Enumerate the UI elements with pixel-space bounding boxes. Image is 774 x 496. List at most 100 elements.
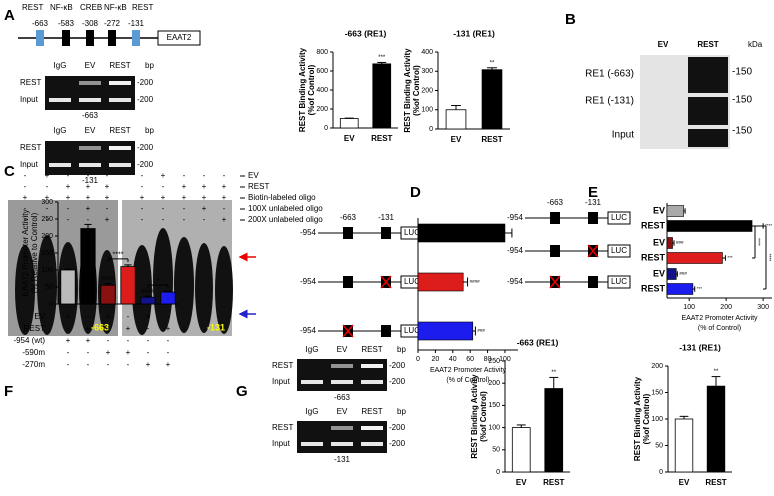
lane-label: EV (85, 126, 96, 135)
size-marker: -200 (389, 377, 406, 386)
site-position: -583 (58, 19, 75, 28)
lane-label: IgG (54, 61, 67, 70)
y-tick-label: 100 (41, 267, 53, 274)
row-label: 200X unlabeled oligo (248, 215, 323, 224)
row-label: -590m (22, 348, 45, 357)
lane-label: IgG (306, 345, 319, 354)
panel-label: D (410, 184, 421, 201)
gel-band (361, 364, 383, 368)
sign: - (141, 204, 144, 213)
gel-band (79, 81, 101, 85)
gel-band (79, 163, 101, 167)
unit-label: bp (397, 345, 406, 354)
unit-label: kDa (748, 40, 763, 49)
unit-label: bp (397, 407, 406, 416)
reporter-box (607, 275, 631, 289)
bar (666, 283, 694, 295)
sign: - (183, 215, 186, 224)
lane-label: REST (697, 40, 718, 49)
sign: + (146, 360, 151, 369)
sign: - (87, 215, 90, 224)
sign: - (203, 171, 206, 180)
y-tick-label: 800 (316, 49, 328, 56)
site-position: -131 (585, 198, 602, 207)
sign: + (222, 182, 227, 191)
row-label: EV (34, 312, 45, 321)
lane-label: REST (109, 61, 130, 70)
sign: - (141, 171, 144, 180)
gel-band (301, 442, 323, 446)
bar (160, 291, 176, 305)
size-marker: -150 (732, 67, 752, 78)
x-tick-label: 20 (431, 356, 439, 363)
sign: - (87, 360, 90, 369)
sign: + (126, 324, 131, 333)
significance: #### (470, 279, 481, 284)
sign: + (86, 336, 91, 345)
sign: + (161, 193, 166, 202)
lane-label: EV (85, 61, 96, 70)
sign: + (66, 336, 71, 345)
gel-band (109, 146, 131, 150)
x-tick-label: EV (451, 135, 462, 144)
x-tick-label: REST (481, 135, 502, 144)
significance: ** (714, 369, 719, 375)
x-tick-label: REST (371, 134, 392, 143)
sign: - (141, 182, 144, 191)
reporter-label: LUC (404, 277, 420, 286)
y-tick-label: 100 (651, 416, 663, 423)
bar (60, 269, 76, 305)
sign: + (45, 193, 50, 202)
construct-start: -954 (507, 277, 524, 286)
y-tick-label: 150 (651, 389, 663, 396)
y-axis-label: REST Binding Activity (633, 376, 642, 461)
sign: - (167, 336, 170, 345)
mutation-x (587, 244, 599, 258)
significance: ### (679, 271, 687, 276)
gel-band (361, 426, 383, 430)
sign: + (105, 193, 110, 202)
site-box (381, 227, 391, 239)
y-axis-label: REST Binding Activity (403, 48, 412, 133)
significance: #### (141, 289, 155, 295)
y-tick-label: 0 (659, 469, 663, 476)
construct-start: -954 (300, 228, 317, 237)
site-box (588, 276, 598, 288)
sign: + (86, 324, 91, 333)
sign: + (86, 204, 91, 213)
site-name: REST (132, 3, 153, 12)
bar (706, 385, 726, 473)
site-name: CREB (80, 3, 102, 12)
sign: - (183, 204, 186, 213)
reporter-label: LUC (611, 213, 627, 222)
sign: - (67, 215, 70, 224)
sign: + (146, 312, 151, 321)
row-label: RE1 (-131) (585, 96, 634, 107)
sign: + (86, 193, 91, 202)
bar (666, 268, 677, 280)
sign: - (67, 171, 70, 180)
sign: - (223, 171, 226, 180)
bar (140, 296, 156, 305)
sign: + (105, 215, 110, 224)
row-label: RE1 (-663) (585, 69, 634, 80)
y-axis-label: (%of Control) (479, 391, 488, 442)
size-marker: -200 (389, 423, 406, 432)
sign: + (222, 193, 227, 202)
sign: + (140, 193, 145, 202)
row-label: Input (20, 160, 39, 169)
mutation-x (549, 275, 561, 289)
sign: - (24, 204, 27, 213)
size-marker: -200 (137, 160, 154, 169)
bar (445, 109, 467, 130)
lane-label: IgG (54, 126, 67, 135)
sign: + (166, 324, 171, 333)
y-tick-label: 200 (651, 363, 663, 370)
bracket-label: **** (766, 254, 772, 262)
bar (666, 220, 753, 232)
size-marker: -200 (137, 78, 154, 87)
panel-label: G (236, 383, 248, 400)
sign: - (147, 324, 150, 333)
gel-image (297, 421, 387, 453)
lane-label: REST (361, 407, 382, 416)
